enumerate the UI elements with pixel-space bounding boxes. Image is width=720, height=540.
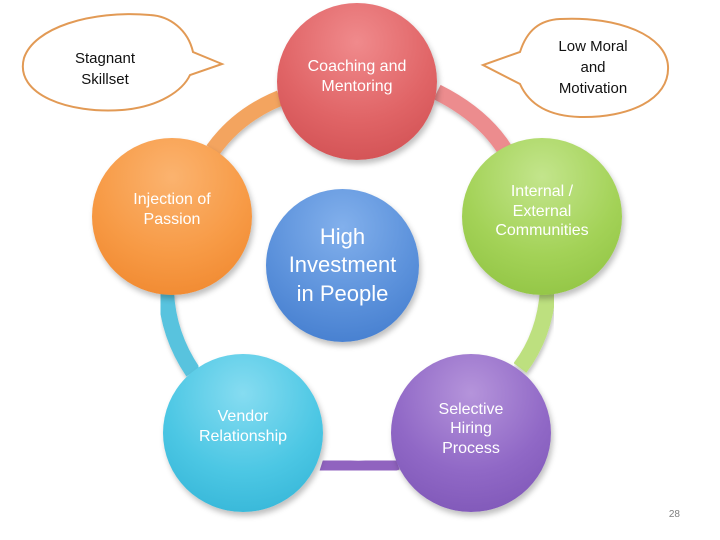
arc-communities-to-hiring [513,289,556,373]
callout-text-stagnant-skillset: Stagnant Skillset [74,50,136,88]
arc-coaching-to-communities [433,84,512,155]
arc-passion-to-coaching [206,90,284,155]
center-node-label: High Investment in People [288,223,397,306]
arc-vendor-to-passion [158,291,200,377]
callout-bubble-stagnant [21,13,225,112]
node-passion-label: Injection of Passion [133,190,211,228]
node-communities-label: Internal / External Communities [495,183,589,240]
node-internal-external-communities: Internal / External Communities [462,138,622,295]
node-hiring-label: Selective Hiring Process [438,400,504,457]
callout-bubble-low-moral [480,17,670,119]
node-selective-hiring-process: Selective Hiring Process [391,354,551,512]
page-number: 28 [668,509,680,520]
callout-text-low-moral-and-motivation: Low Moral and Motivation [558,38,628,97]
node-vendor-label: Vendor Relationship [198,408,288,445]
node-coaching-label: Coaching and Mentoring [307,57,407,95]
node-injection-of-passion: Injection of Passion [92,138,252,295]
node-coaching-and-mentoring: Coaching and Mentoring [277,3,437,160]
arc-hiring-to-vendor [319,454,400,477]
center-node-high-investment: High Investment in People [266,189,419,342]
node-vendor-relationship: Vendor Relationship [163,354,323,512]
